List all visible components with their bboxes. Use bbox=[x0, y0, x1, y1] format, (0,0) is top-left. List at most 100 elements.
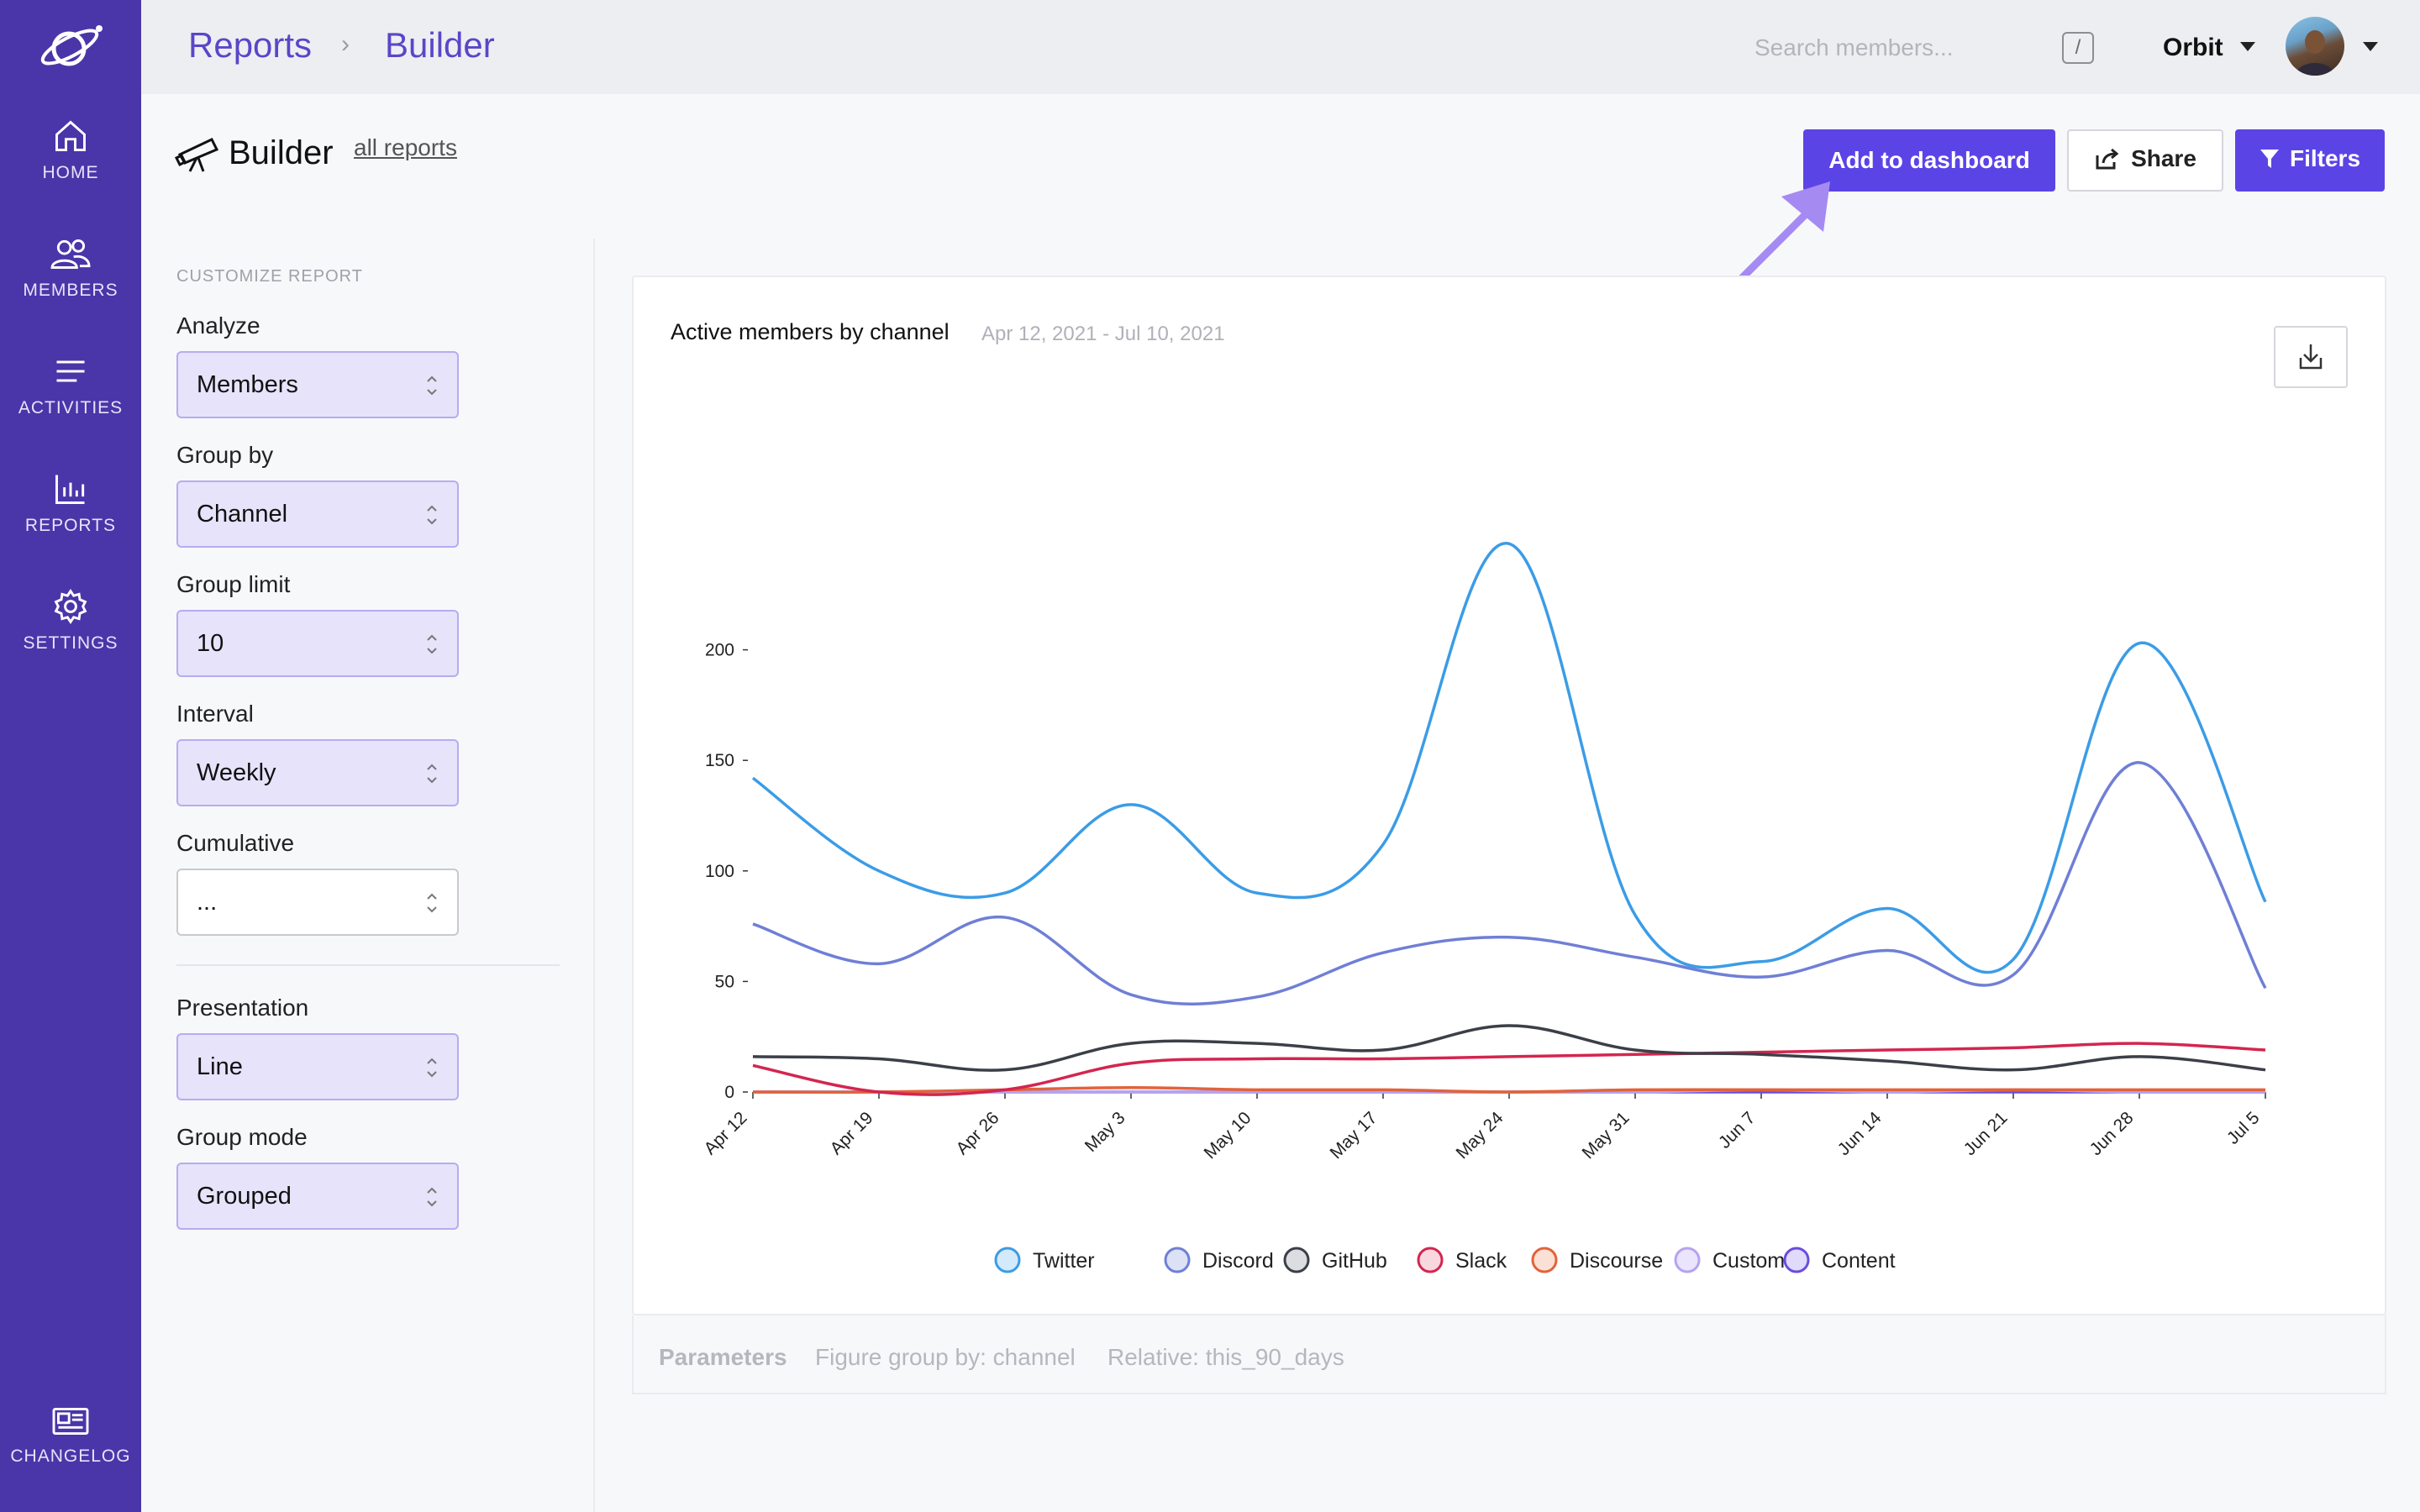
interval-value: Weekly bbox=[197, 759, 276, 786]
sidebar-item-settings[interactable]: SETTINGS bbox=[0, 588, 141, 689]
sidebar-item-label: ACTIVITIES bbox=[18, 398, 124, 417]
group-limit-select[interactable]: 10 bbox=[176, 610, 459, 677]
breadcrumb-reports[interactable]: Reports bbox=[188, 25, 313, 65]
sidebar-item-label: HOME bbox=[42, 163, 99, 182]
group-mode-value: Grouped bbox=[197, 1183, 292, 1210]
sidebar-item-label: SETTINGS bbox=[23, 633, 118, 653]
all-reports-link[interactable]: all reports bbox=[354, 134, 457, 160]
orbit-logo-icon[interactable] bbox=[32, 18, 108, 77]
analyze-label: Analyze bbox=[176, 312, 260, 339]
filters-label: Filters bbox=[2289, 145, 2361, 171]
cumulative-select[interactable]: ... bbox=[176, 869, 459, 936]
x-tick-label: May 31 bbox=[1579, 1108, 1634, 1163]
group-by-select[interactable]: Channel bbox=[176, 480, 459, 548]
legend-swatch-twitter bbox=[994, 1247, 1021, 1273]
legend-swatch-content bbox=[1783, 1247, 1810, 1273]
share-button[interactable]: Share bbox=[2067, 129, 2223, 192]
chart-title: Active members by channel bbox=[671, 319, 950, 344]
legend-label-slack: Slack bbox=[1455, 1249, 1507, 1273]
line-chart: 0 50 100 150 200 Apr 12 Apr 19 Apr 26 May 3 May 1… bbox=[701, 542, 2267, 1273]
filter-icon bbox=[2260, 150, 2279, 168]
share-icon bbox=[2096, 148, 2119, 169]
x-tick-label: Apr 26 bbox=[953, 1108, 1003, 1158]
presentation-value: Line bbox=[197, 1053, 243, 1080]
chart-date-range: Apr 12, 2021 - Jul 10, 2021 bbox=[981, 323, 1225, 345]
legend-swatch-github bbox=[1283, 1247, 1310, 1273]
presentation-select[interactable]: Line bbox=[176, 1033, 459, 1100]
y-tick-label: 50 bbox=[715, 972, 734, 991]
series-line-github bbox=[752, 1024, 2266, 1072]
chevron-updown-icon bbox=[427, 505, 437, 525]
caret-down-icon[interactable] bbox=[2240, 42, 2255, 51]
parameters-label: Parameters bbox=[659, 1344, 787, 1370]
home-icon bbox=[55, 120, 86, 151]
download-button[interactable] bbox=[2274, 326, 2348, 388]
group-by-value: Channel bbox=[197, 501, 288, 528]
search-input[interactable] bbox=[1754, 29, 2057, 67]
telescope-icon bbox=[175, 138, 219, 172]
x-tick-label: Jun 28 bbox=[2086, 1108, 2138, 1159]
analyze-select[interactable]: Members bbox=[176, 351, 459, 418]
sidebar-item-changelog[interactable]: CHANGELOG bbox=[0, 1404, 141, 1505]
x-tick-label: May 17 bbox=[1327, 1108, 1381, 1163]
avatar[interactable] bbox=[2286, 17, 2344, 76]
customize-panel: CUSTOMIZE REPORT Analyze Members Group b… bbox=[141, 239, 595, 1512]
org-switcher[interactable]: Orbit bbox=[2163, 34, 2223, 61]
sidebar-item-label: REPORTS bbox=[24, 516, 117, 535]
parameters-relative: Relative: this_90_days bbox=[1107, 1344, 1344, 1370]
add-to-dashboard-label: Add to dashboard bbox=[1828, 147, 2030, 173]
divider bbox=[176, 964, 560, 966]
x-tick-label: May 24 bbox=[1453, 1108, 1507, 1163]
group-limit-value: 10 bbox=[197, 630, 224, 657]
members-icon bbox=[50, 239, 91, 269]
series-line-discord bbox=[752, 761, 2267, 1006]
cumulative-label: Cumulative bbox=[176, 830, 295, 856]
customize-heading: CUSTOMIZE REPORT bbox=[176, 267, 363, 286]
group-limit-label: Group limit bbox=[176, 571, 291, 597]
parameters-bar: Parameters Figure group by: channel Rela… bbox=[632, 1315, 2386, 1394]
sidebar-item-reports[interactable]: REPORTS bbox=[0, 470, 141, 571]
chevron-updown-icon bbox=[427, 634, 437, 654]
legend-label-custom: Custom bbox=[1712, 1249, 1785, 1273]
legend-label-twitter: Twitter bbox=[1033, 1249, 1095, 1273]
x-tick-label: Jun 21 bbox=[1960, 1108, 2012, 1159]
chevron-updown-icon bbox=[427, 893, 437, 913]
sidebar-item-members[interactable]: MEMBERS bbox=[0, 235, 141, 336]
chevron-updown-icon bbox=[427, 1058, 437, 1078]
legend-swatch-custom bbox=[1674, 1247, 1701, 1273]
interval-select[interactable]: Weekly bbox=[176, 739, 459, 806]
y-tick-label: 100 bbox=[705, 862, 734, 881]
sidebar-item-activities[interactable]: ACTIVITIES bbox=[0, 353, 141, 454]
add-to-dashboard-button[interactable]: Add to dashboard bbox=[1803, 129, 2055, 192]
group-mode-label: Group mode bbox=[176, 1124, 308, 1150]
page-title: Builder bbox=[229, 134, 334, 171]
caret-down-icon[interactable] bbox=[2363, 42, 2378, 51]
newspaper-icon bbox=[52, 1408, 89, 1435]
legend-label-discord: Discord bbox=[1202, 1249, 1274, 1273]
legend-label-github: GitHub bbox=[1322, 1249, 1387, 1273]
sidebar: HOME MEMBERS ACTIVITIES REPORTS SETTINGS… bbox=[0, 0, 141, 1512]
series-line-slack bbox=[752, 1042, 2266, 1096]
sidebar-item-label: CHANGELOG bbox=[10, 1446, 131, 1466]
breadcrumb-builder: Builder bbox=[385, 25, 495, 65]
legend-swatch-discord bbox=[1164, 1247, 1191, 1273]
breadcrumb-separator: › bbox=[341, 30, 350, 58]
presentation-label: Presentation bbox=[176, 995, 309, 1021]
reports-icon bbox=[55, 475, 85, 504]
chart-card: 0 50 100 150 200 Apr 12 Apr 19 Apr 26 May 3 May 1… bbox=[632, 276, 2386, 1315]
chevron-updown-icon bbox=[427, 764, 437, 784]
x-tick-label: Apr 12 bbox=[701, 1108, 751, 1158]
sidebar-item-label: MEMBERS bbox=[23, 281, 118, 300]
x-tick-label: Jun 7 bbox=[1715, 1108, 1760, 1152]
group-by-label: Group by bbox=[176, 442, 274, 468]
settings-icon bbox=[54, 589, 87, 624]
filters-button[interactable]: Filters bbox=[2235, 129, 2385, 192]
chevron-updown-icon bbox=[427, 375, 437, 396]
download-icon bbox=[2299, 344, 2323, 370]
group-mode-select[interactable]: Grouped bbox=[176, 1163, 459, 1230]
chevron-updown-icon bbox=[427, 1187, 437, 1207]
topbar: Reports › Builder / Orbit bbox=[141, 0, 2420, 94]
sidebar-item-home[interactable]: HOME bbox=[0, 118, 141, 218]
x-tick-label: Jul 5 bbox=[2223, 1108, 2264, 1148]
legend-swatch-slack bbox=[1417, 1247, 1444, 1273]
